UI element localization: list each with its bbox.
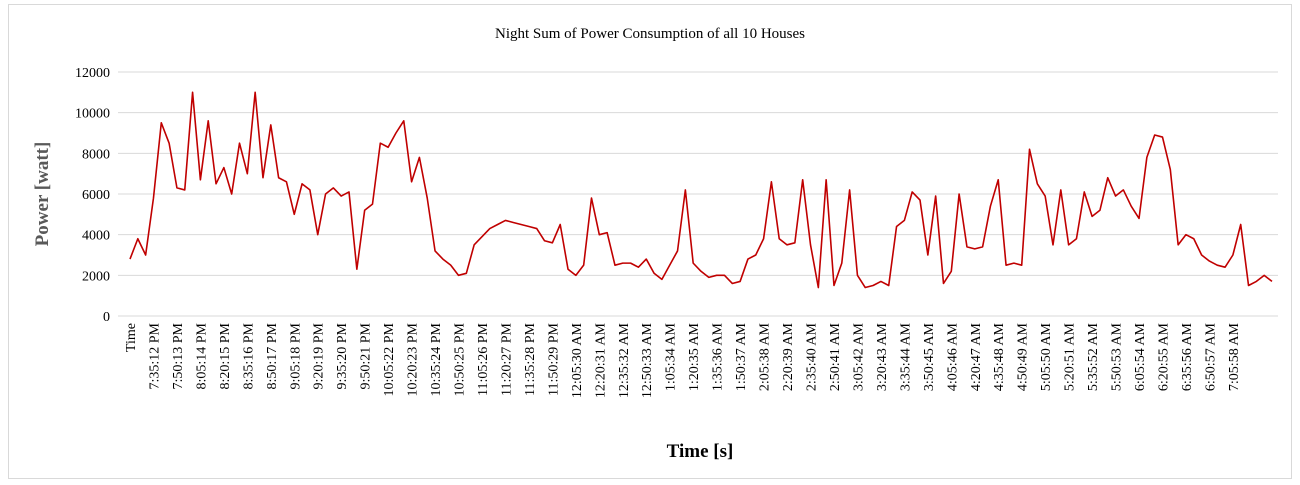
- x-tick-label: 11:05:26 PM: [476, 322, 491, 396]
- x-tick-label: 6:50:57 AM: [1203, 322, 1218, 391]
- y-tick-label: 12000: [75, 66, 110, 81]
- x-tick-label: 3:20:43 AM: [875, 322, 890, 391]
- x-tick-label: 11:35:28 PM: [523, 322, 538, 396]
- x-tick-label: 7:05:58 AM: [1227, 322, 1242, 391]
- x-tick-label: 9:35:20 PM: [335, 322, 350, 389]
- x-tick-label: 1:05:34 AM: [664, 322, 679, 391]
- x-tick-label: 2:05:38 AM: [758, 322, 773, 391]
- x-tick-label: 2:35:40 AM: [805, 322, 820, 391]
- x-axis-label: Time [s]: [667, 441, 734, 462]
- x-tick-label: 5:35:52 AM: [1086, 322, 1101, 391]
- y-tick-label: 2000: [82, 269, 110, 284]
- x-tick-label: 12:05:30 AM: [570, 322, 585, 398]
- x-tick-label: 8:05:14 PM: [194, 322, 209, 389]
- x-tick-label: 12:50:33 AM: [640, 322, 655, 398]
- chart-title: Night Sum of Power Consumption of all 10…: [495, 26, 805, 42]
- x-tick-label: 8:50:17 PM: [265, 322, 280, 389]
- x-tick-label: 8:20:15 PM: [218, 322, 233, 389]
- x-tick-label: 10:20:23 PM: [406, 322, 421, 396]
- y-tick-label: 6000: [82, 188, 110, 203]
- x-tick-label: 1:35:36 AM: [711, 322, 726, 391]
- x-tick-label: 5:05:50 AM: [1039, 322, 1054, 391]
- x-tick-label: 5:50:53 AM: [1110, 322, 1125, 391]
- x-tick-label: 6:35:56 AM: [1180, 322, 1195, 391]
- x-tick-label: 3:50:45 AM: [922, 322, 937, 391]
- x-tick-label: 11:50:29 PM: [546, 322, 561, 396]
- x-tick-label: 2:20:39 AM: [781, 322, 796, 391]
- x-tick-label: 11:20:27 PM: [499, 322, 514, 396]
- x-tick-label: 6:05:54 AM: [1133, 322, 1148, 391]
- y-axis-label: Power [watt]: [32, 142, 53, 247]
- x-tick-label: 4:05:46 AM: [945, 322, 960, 391]
- x-tick-label: 4:20:47 AM: [969, 322, 984, 391]
- x-tick-label: 10:35:24 PM: [429, 322, 444, 396]
- x-tick-label: 6:20:55 AM: [1156, 322, 1171, 391]
- x-tick-label: 8:35:16 PM: [241, 322, 256, 389]
- x-tick-label: 5:20:51 AM: [1063, 322, 1078, 391]
- x-tick-label: 9:50:21 PM: [359, 322, 374, 389]
- x-tick-label: 3:05:42 AM: [851, 322, 866, 391]
- x-tick-label: 9:20:19 PM: [312, 322, 327, 389]
- x-tick-label: 3:35:44 AM: [898, 322, 913, 391]
- y-tick-label: 4000: [82, 229, 110, 244]
- x-tick-label: 12:35:32 AM: [617, 322, 632, 398]
- x-tick-label: 4:50:49 AM: [1016, 322, 1031, 391]
- x-tick-label: 10:50:25 PM: [453, 322, 468, 396]
- y-tick-label: 8000: [82, 147, 110, 162]
- x-tick-label: 1:20:35 AM: [687, 322, 702, 391]
- data-line: [129, 91, 1273, 289]
- chart-border: [8, 4, 1292, 479]
- x-tick-label: 7:35:12 PM: [147, 322, 162, 389]
- x-tick-label: 4:35:48 AM: [992, 322, 1007, 391]
- x-tick-label: 10:05:22 PM: [382, 322, 397, 396]
- x-tick-label: Time: [124, 323, 139, 352]
- y-tick-label: 0: [103, 310, 110, 325]
- x-tick-label: 9:05:18 PM: [288, 322, 303, 389]
- y-tick-label: 10000: [75, 107, 110, 122]
- x-tick-label: 7:50:13 PM: [171, 322, 186, 389]
- x-tick-label: 12:20:31 AM: [593, 322, 608, 398]
- x-tick-label: 2:50:41 AM: [828, 322, 843, 391]
- x-tick-label: 1:50:37 AM: [734, 322, 749, 391]
